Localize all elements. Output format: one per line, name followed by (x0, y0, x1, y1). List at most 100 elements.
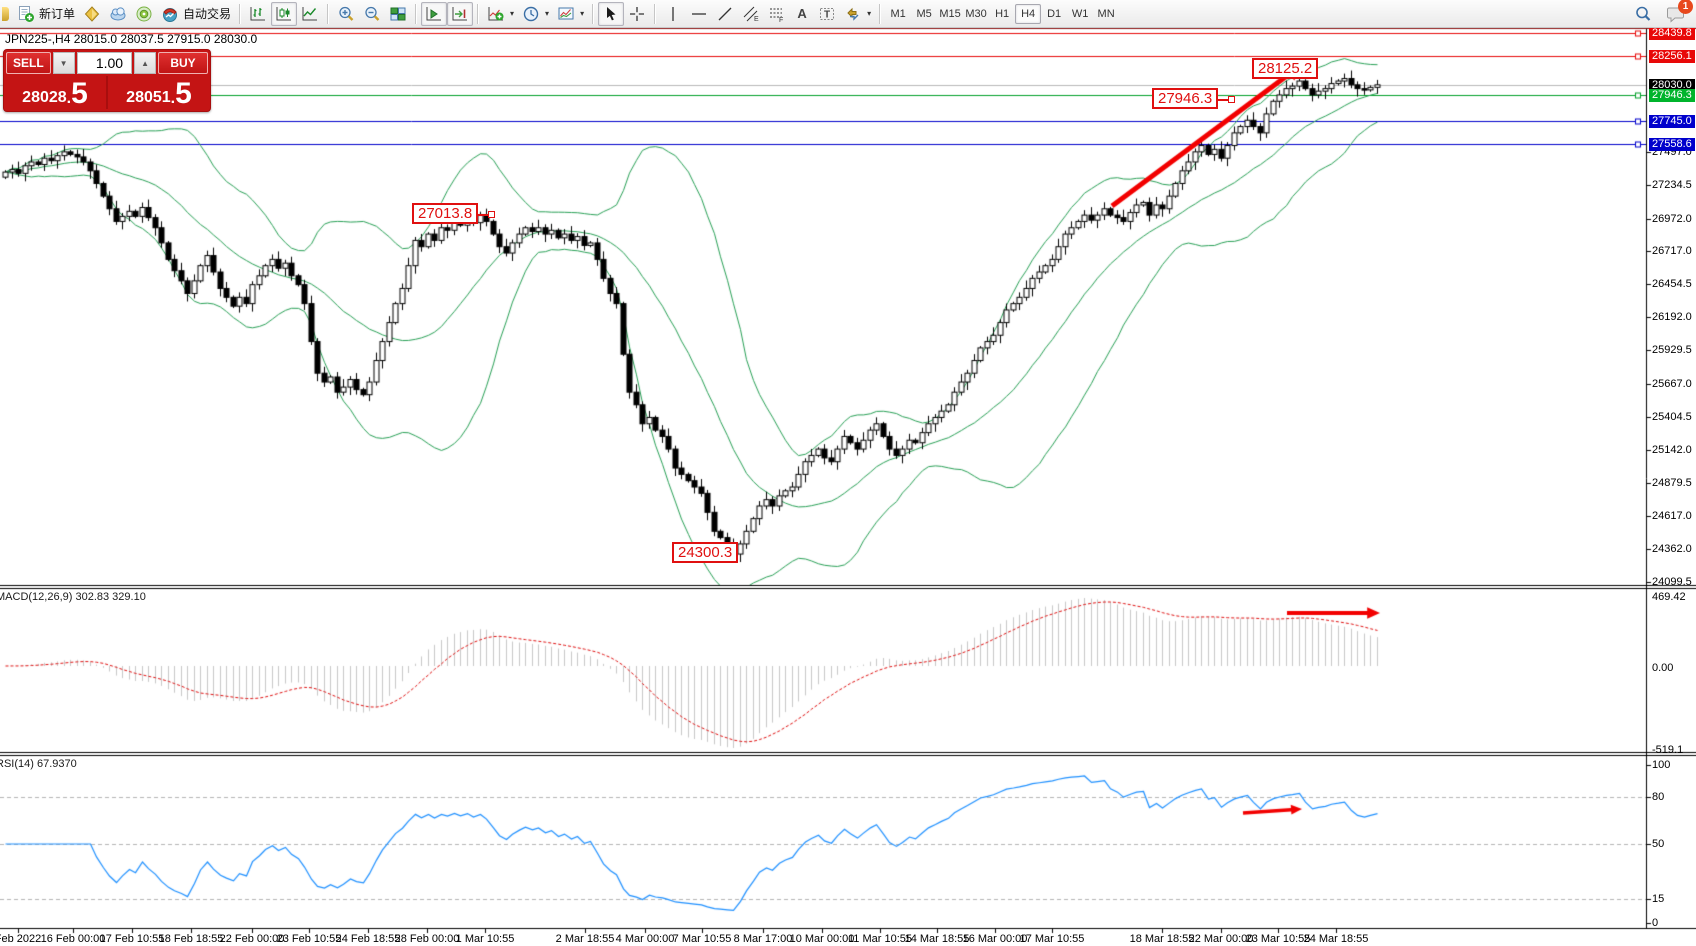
auto-trading-label: 自动交易 (183, 7, 232, 21)
timeframe-m5-button[interactable]: M5 (911, 4, 937, 24)
bar-chart-button[interactable] (245, 2, 271, 26)
zoom-out-button[interactable] (359, 2, 385, 26)
buy-price[interactable]: 28051. 5 (110, 76, 208, 109)
time-axis-label: 4 Mar 00:00 (615, 933, 675, 945)
auto-trading-button[interactable]: 自动交易 (157, 2, 235, 26)
macd-axis-label: 469.42 (1652, 591, 1686, 603)
volume-increase-button[interactable]: ▲ (134, 52, 156, 74)
price-tick-label: 25929.5 (1652, 344, 1692, 356)
cursor-button[interactable] (598, 1, 625, 26)
text-button[interactable]: A (790, 2, 814, 26)
search-button[interactable] (1630, 2, 1656, 26)
time-axis-label: 18 Mar 18:55 (1129, 933, 1195, 945)
volume-decrease-button[interactable]: ▼ (52, 52, 75, 74)
timeframe-m1-button[interactable]: M1 (885, 4, 911, 24)
auto-scroll-button[interactable] (421, 1, 448, 26)
svg-text:F: F (779, 17, 783, 23)
zoom-out-icon (363, 5, 381, 23)
buy-price-main: 28051 (126, 89, 171, 106)
horizontal-line-button[interactable] (686, 2, 712, 26)
time-axis-label: 1 Mar 10:55 (455, 933, 515, 945)
notification-badge: 1 (1678, 0, 1693, 14)
line-chart-button[interactable] (297, 2, 323, 26)
time-axis-label: 14 Mar 18:55 (904, 933, 970, 945)
time-axis-label: 8 Mar 17:00 (733, 933, 793, 945)
sell-price[interactable]: 28028. 5 (6, 76, 104, 109)
dropdown-caret: ▾ (545, 9, 550, 18)
trendline-icon (716, 5, 734, 23)
periods-button[interactable]: ▾ (518, 2, 553, 26)
price-tick-label: 24879.5 (1652, 477, 1692, 489)
zoom-in-button[interactable] (333, 2, 359, 26)
templates-button[interactable]: ▾ (553, 2, 588, 26)
price-tick-label: 27234.5 (1652, 179, 1692, 191)
price-annotation[interactable]: 27946.3 (1152, 88, 1236, 109)
timeframe-m15-button[interactable]: M15 (937, 4, 963, 24)
price-level-label: 28256.1 (1649, 50, 1695, 63)
indicators-button[interactable]: ▾ (483, 2, 518, 26)
separator (592, 3, 595, 24)
sell-price-dot: . (66, 90, 72, 107)
timeframe-mn-button[interactable]: MN (1093, 4, 1119, 24)
buy-button[interactable]: BUY (158, 52, 208, 74)
buy-price-dot: . (170, 90, 176, 107)
fibonacci-icon: F (768, 5, 786, 23)
sell-price-fraction: 5 (71, 77, 88, 110)
new-order-icon (17, 5, 35, 23)
time-axis-label: 7 Mar 10:55 (672, 933, 732, 945)
dropdown-caret: ▾ (867, 9, 872, 18)
dropdown-caret: ▾ (510, 9, 515, 18)
price-annotation[interactable]: 28125.2 (1252, 58, 1319, 79)
chart-wizard-button[interactable] (79, 2, 105, 26)
timeframe-w1-button[interactable]: W1 (1067, 4, 1093, 24)
search-icon (1634, 5, 1652, 23)
line-chart-icon (301, 5, 319, 23)
arrows-button[interactable]: ▾ (840, 2, 875, 26)
price-tick-label: 26717.0 (1652, 245, 1692, 257)
clock-icon (522, 5, 540, 23)
price-annotation[interactable]: 27013.8 (412, 203, 496, 224)
sell-button[interactable]: SELL (6, 52, 51, 74)
new-order-button[interactable]: 新订单 (13, 2, 79, 26)
community-button[interactable] (105, 2, 131, 26)
sell-price-main: 28028 (22, 89, 67, 106)
signals-button[interactable] (131, 2, 157, 26)
candlestick-chart-button[interactable] (271, 1, 298, 26)
time-axis-label: 23 Feb 10:55 (276, 933, 342, 945)
equidistant-channel-button[interactable]: E (738, 2, 764, 26)
vertical-line-icon (664, 5, 682, 23)
tile-windows-button[interactable] (385, 2, 411, 26)
one-click-trading-panel: SELL ▼ ▲ BUY 28028.5 28051.5 (3, 49, 211, 112)
zoom-in-icon (337, 5, 355, 23)
vertical-line-button[interactable] (660, 2, 686, 26)
chart-title: JPN225-,H4 28015.0 28037.5 27915.0 28030… (5, 32, 258, 46)
timeframe-h1-button[interactable]: H1 (989, 4, 1015, 24)
timeframe-h4-button[interactable]: H4 (1015, 3, 1042, 24)
new-order-label: 新订单 (39, 7, 76, 21)
price-tick-label: 26454.5 (1652, 278, 1692, 290)
crosshair-button[interactable] (624, 2, 650, 26)
fibonacci-button[interactable]: F (764, 2, 790, 26)
chart-shift-button[interactable] (447, 1, 474, 26)
separator (879, 3, 882, 24)
text-label-button[interactable]: T (814, 2, 840, 26)
channel-icon: E (742, 5, 760, 23)
price-level-label: 27946.3 (1649, 89, 1695, 102)
price-level-label: 27745.0 (1649, 115, 1695, 128)
price-annotation[interactable]: 24300.3 (672, 542, 739, 563)
trendline-button[interactable] (712, 2, 738, 26)
timeframe-m30-button[interactable]: M30 (963, 4, 989, 24)
time-axis-label: 17 Mar 10:55 (1019, 933, 1085, 945)
timeframe-d1-button[interactable]: D1 (1041, 4, 1067, 24)
time-axis-label: 10 Mar 00:00 (789, 933, 855, 945)
volume-input[interactable] (76, 52, 133, 74)
time-axis-label: 22 Mar 00:00 (1188, 933, 1254, 945)
rsi-axis-label: 100 (1652, 759, 1671, 771)
notifications-button[interactable]: 1 (1662, 0, 1693, 26)
svg-text:E: E (754, 16, 759, 23)
rsi-axis-label: 15 (1652, 893, 1665, 905)
cursor-icon (602, 5, 620, 23)
panel-divider (106, 76, 108, 109)
